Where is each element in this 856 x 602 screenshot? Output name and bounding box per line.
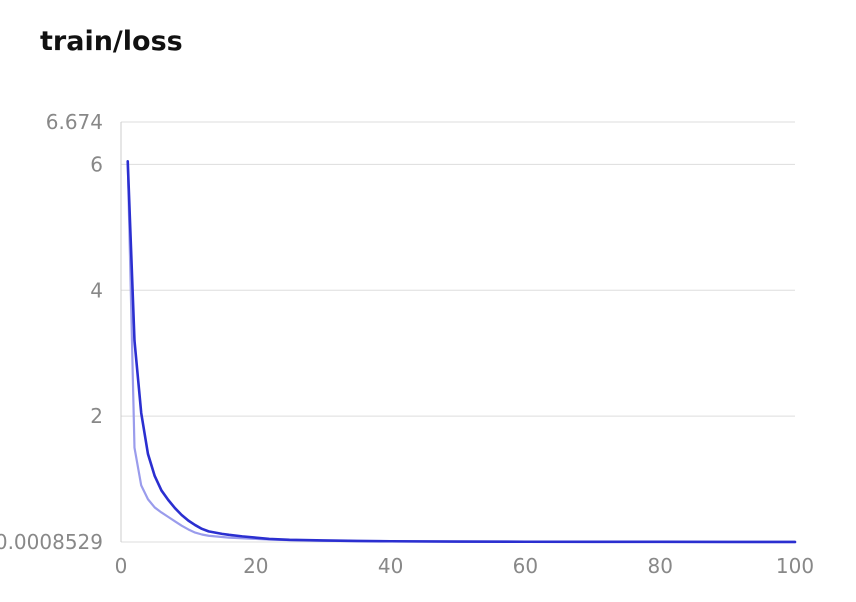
y-tick-label: 4	[90, 278, 103, 302]
series-layer	[126, 159, 797, 544]
x-tick-label: 0	[115, 554, 128, 578]
x-tick-label: 60	[513, 554, 538, 578]
y-tick-label: 0.0008529	[0, 530, 103, 554]
grid-layer	[121, 121, 795, 543]
chart-title: train/loss	[40, 26, 183, 57]
x-tick-label: 80	[647, 554, 672, 578]
y-tick-label: 6.674	[46, 110, 103, 134]
series-line-raw	[126, 160, 797, 544]
label-layer: 0.0008529 2 4 6 6.674 0 20 40 60 80 100	[0, 110, 814, 578]
x-tick-label: 100	[776, 554, 814, 578]
y-tick-label: 2	[90, 404, 103, 428]
x-tick-label: 40	[378, 554, 403, 578]
y-tick-label: 6	[90, 152, 103, 176]
x-tick-label: 20	[243, 554, 268, 578]
series-line-smoothed	[126, 159, 797, 544]
